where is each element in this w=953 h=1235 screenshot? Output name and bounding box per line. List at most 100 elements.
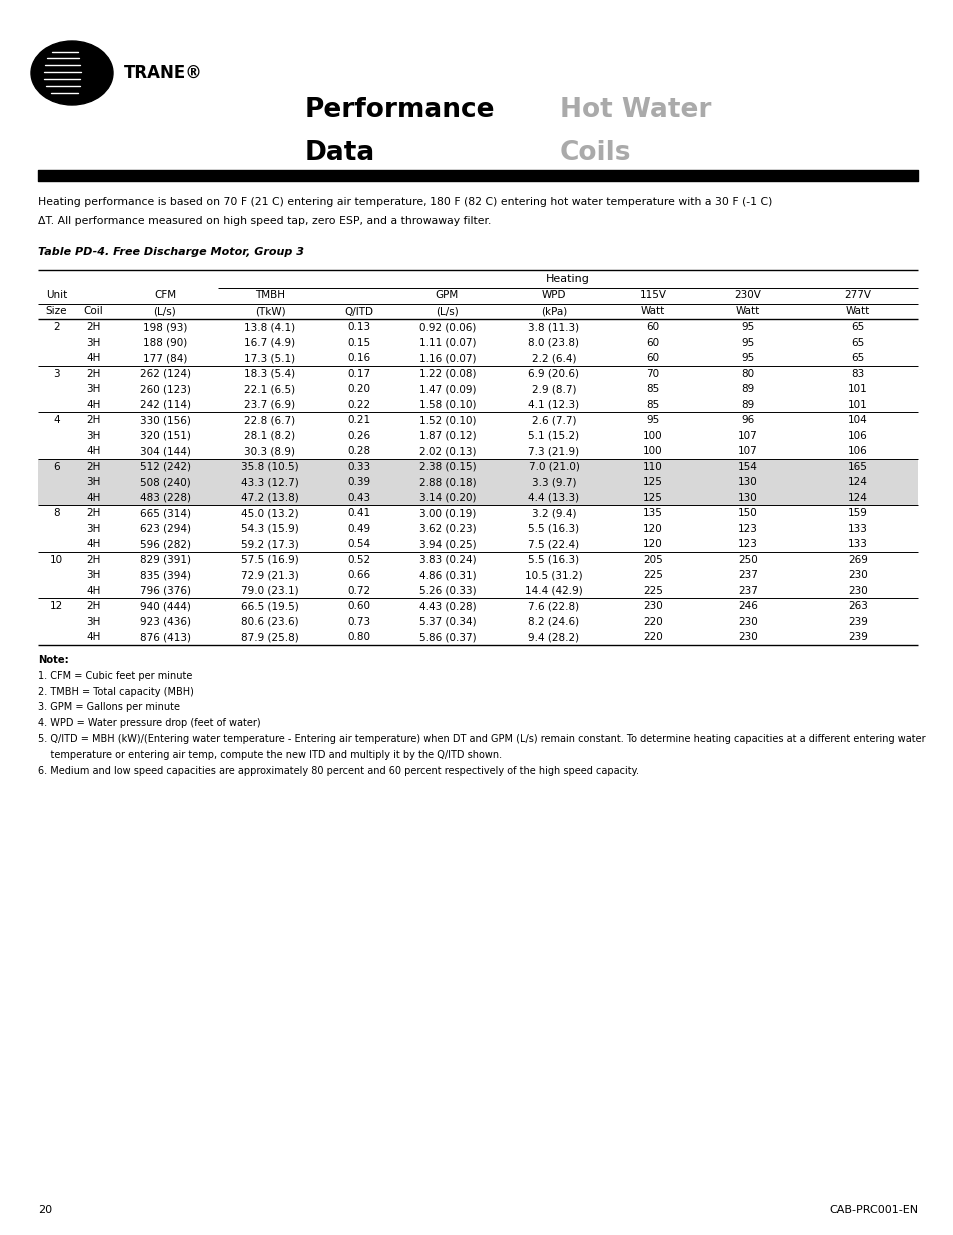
Text: 6.9 (20.6): 6.9 (20.6) [528, 369, 578, 379]
Text: 96: 96 [740, 415, 754, 425]
Text: 95: 95 [740, 353, 754, 363]
Text: 65: 65 [850, 353, 863, 363]
Text: 4H: 4H [86, 493, 101, 503]
Text: 5. Q/ITD = MBH (kW)/(Entering water temperature - Entering air temperature) when: 5. Q/ITD = MBH (kW)/(Entering water temp… [38, 734, 924, 743]
Text: 1.11 (0.07): 1.11 (0.07) [418, 337, 476, 348]
Text: 2.2 (6.4): 2.2 (6.4) [531, 353, 576, 363]
Text: 8.0 (23.8): 8.0 (23.8) [528, 337, 578, 348]
Text: 4H: 4H [86, 400, 101, 410]
Text: 230: 230 [738, 616, 757, 626]
Text: 30.3 (8.9): 30.3 (8.9) [244, 446, 295, 456]
Text: 940 (444): 940 (444) [139, 601, 191, 611]
Text: 83: 83 [850, 369, 863, 379]
Text: 239: 239 [847, 616, 867, 626]
Text: 2. TMBH = Total capacity (MBH): 2. TMBH = Total capacity (MBH) [38, 687, 193, 697]
Text: 2.88 (0.18): 2.88 (0.18) [418, 477, 476, 488]
Text: 263: 263 [847, 601, 867, 611]
Text: 0.54: 0.54 [347, 540, 370, 550]
Text: 130: 130 [738, 477, 757, 488]
Text: 0.43: 0.43 [347, 493, 370, 503]
Text: 123: 123 [738, 540, 757, 550]
Text: 2H: 2H [86, 509, 101, 519]
Text: 59.2 (17.3): 59.2 (17.3) [241, 540, 298, 550]
Text: 125: 125 [642, 493, 662, 503]
Text: Data: Data [305, 140, 375, 165]
Text: 330 (156): 330 (156) [139, 415, 191, 425]
Text: Unit: Unit [46, 290, 67, 300]
Text: 9.4 (28.2): 9.4 (28.2) [528, 632, 579, 642]
Text: 7.0 (21.0): 7.0 (21.0) [528, 462, 578, 472]
Text: (kPa): (kPa) [540, 306, 566, 316]
Text: 3H: 3H [86, 616, 101, 626]
Text: 2.02 (0.13): 2.02 (0.13) [418, 446, 476, 456]
Text: 2H: 2H [86, 322, 101, 332]
Text: 125: 125 [642, 477, 662, 488]
Text: 4.43 (0.28): 4.43 (0.28) [418, 601, 476, 611]
Text: 260 (123): 260 (123) [139, 384, 191, 394]
Text: 22.8 (6.7): 22.8 (6.7) [244, 415, 295, 425]
Text: 0.20: 0.20 [347, 384, 370, 394]
Text: 2H: 2H [86, 369, 101, 379]
Text: 4.4 (13.3): 4.4 (13.3) [528, 493, 579, 503]
Text: 205: 205 [642, 555, 662, 564]
Text: ΔT. All performance measured on high speed tap, zero ESP, and a throwaway filter: ΔT. All performance measured on high spe… [38, 216, 491, 226]
Text: 0.41: 0.41 [347, 509, 370, 519]
Text: 95: 95 [740, 337, 754, 348]
Text: 4.86 (0.31): 4.86 (0.31) [418, 571, 476, 580]
Text: Watt: Watt [640, 306, 664, 316]
Text: 1.16 (0.07): 1.16 (0.07) [418, 353, 476, 363]
Text: 107: 107 [738, 431, 757, 441]
Text: (L/s): (L/s) [436, 306, 458, 316]
Text: 159: 159 [847, 509, 867, 519]
Text: temperature or entering air temp, compute the new ITD and multiply it by the Q/I: temperature or entering air temp, comput… [38, 750, 501, 760]
Text: 3.62 (0.23): 3.62 (0.23) [418, 524, 476, 534]
Text: 1.47 (0.09): 1.47 (0.09) [418, 384, 476, 394]
Text: 835 (394): 835 (394) [139, 571, 191, 580]
Text: 225: 225 [642, 585, 662, 595]
Text: 80.6 (23.6): 80.6 (23.6) [241, 616, 298, 626]
Text: 6: 6 [53, 462, 60, 472]
Text: 6. Medium and low speed capacities are approximately 80 percent and 60 percent r: 6. Medium and low speed capacities are a… [38, 766, 639, 776]
Text: 3H: 3H [86, 431, 101, 441]
Text: 57.5 (16.9): 57.5 (16.9) [241, 555, 298, 564]
Text: 0.15: 0.15 [347, 337, 370, 348]
Text: 237: 237 [738, 571, 757, 580]
Text: 89: 89 [740, 400, 754, 410]
Text: 220: 220 [642, 632, 662, 642]
Text: 220: 220 [642, 616, 662, 626]
Text: 1.58 (0.10): 1.58 (0.10) [418, 400, 476, 410]
Text: 7.5 (22.4): 7.5 (22.4) [528, 540, 579, 550]
Text: 4.1 (12.3): 4.1 (12.3) [528, 400, 579, 410]
Text: Table PD-4. Free Discharge Motor, Group 3: Table PD-4. Free Discharge Motor, Group … [38, 247, 304, 257]
Text: Watt: Watt [735, 306, 760, 316]
Text: 320 (151): 320 (151) [139, 431, 191, 441]
Text: 87.9 (25.8): 87.9 (25.8) [241, 632, 298, 642]
Text: 225: 225 [642, 571, 662, 580]
Text: 130: 130 [738, 493, 757, 503]
Text: 0.52: 0.52 [347, 555, 370, 564]
Text: 0.13: 0.13 [347, 322, 370, 332]
Text: 23.7 (6.9): 23.7 (6.9) [244, 400, 295, 410]
Text: 250: 250 [738, 555, 757, 564]
Text: 4H: 4H [86, 540, 101, 550]
Text: 230: 230 [847, 571, 867, 580]
Text: 246: 246 [738, 601, 757, 611]
Text: 230V: 230V [734, 290, 760, 300]
Text: 100: 100 [642, 431, 662, 441]
Text: 154: 154 [738, 462, 757, 472]
Text: 7.6 (22.8): 7.6 (22.8) [528, 601, 579, 611]
Text: 2H: 2H [86, 601, 101, 611]
Text: 43.3 (12.7): 43.3 (12.7) [241, 477, 298, 488]
Text: 150: 150 [738, 509, 757, 519]
Text: 95: 95 [740, 322, 754, 332]
Text: 106: 106 [847, 431, 867, 441]
Text: 3.2 (9.4): 3.2 (9.4) [531, 509, 576, 519]
Text: 101: 101 [847, 384, 867, 394]
Text: 47.2 (13.8): 47.2 (13.8) [241, 493, 298, 503]
Text: 7.3 (21.9): 7.3 (21.9) [528, 446, 579, 456]
Text: 2H: 2H [86, 555, 101, 564]
Text: 124: 124 [847, 477, 867, 488]
Text: 2.38 (0.15): 2.38 (0.15) [418, 462, 476, 472]
Text: 60: 60 [646, 353, 659, 363]
Text: Hot Water: Hot Water [559, 98, 711, 124]
